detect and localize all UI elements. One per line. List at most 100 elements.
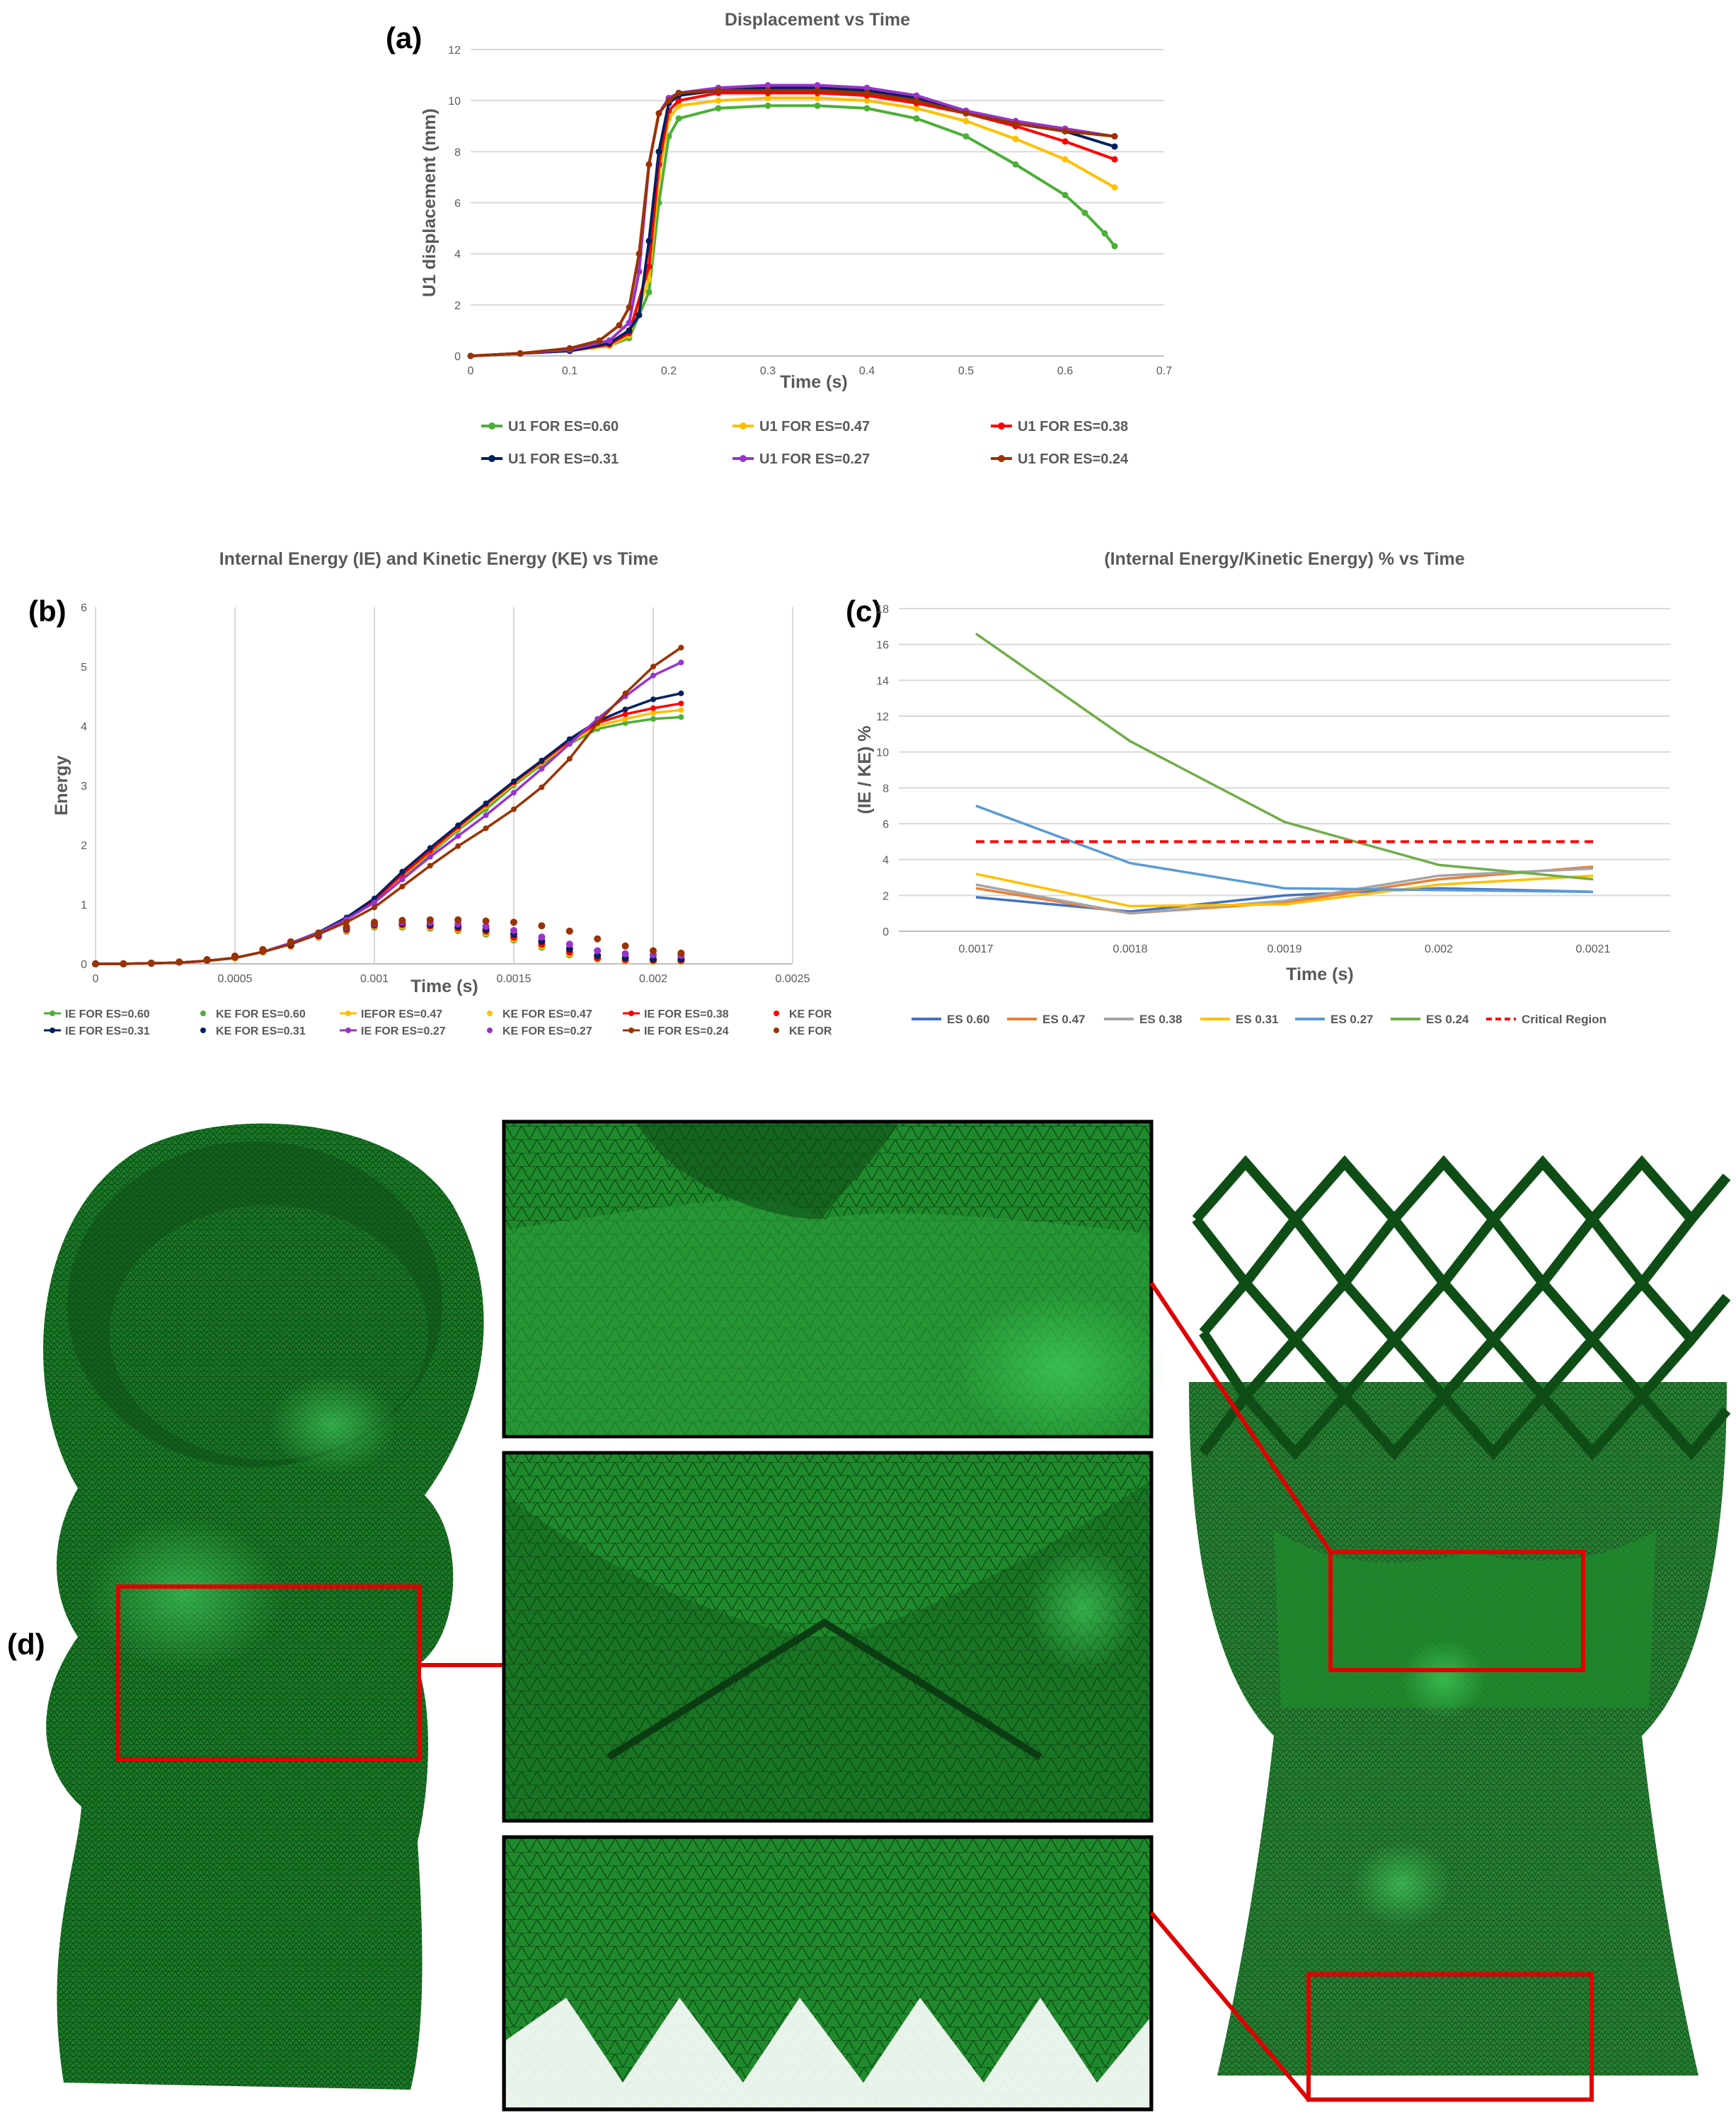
y-axis-label: (IE / KE) % (855, 725, 875, 814)
data-point (539, 757, 545, 764)
data-point (427, 863, 433, 869)
legend-marker (345, 1028, 351, 1033)
data-point (645, 238, 653, 245)
data-point (814, 95, 821, 102)
legend-label: ES 0.27 (1330, 1013, 1374, 1026)
x-tick-label: 0.0005 (218, 973, 253, 985)
legend-label: ES 0.24 (1426, 1013, 1469, 1026)
data-point (636, 311, 643, 318)
legend-marker (488, 422, 495, 430)
data-point (764, 102, 771, 109)
x-axis-label: Time (s) (780, 372, 847, 392)
legend-label: U1 FOR ES=0.24 (1018, 451, 1129, 467)
data-point (715, 87, 722, 94)
x-tick-label: 0 (468, 365, 474, 377)
legend-marker (628, 1028, 634, 1033)
legend-marker (774, 1011, 779, 1016)
legend-marker (628, 1011, 634, 1016)
series-line (96, 715, 682, 965)
y-tick-label: 2 (883, 890, 889, 902)
data-point (398, 916, 406, 924)
data-point (650, 710, 656, 716)
data-point (399, 883, 406, 890)
data-point (1111, 243, 1118, 250)
data-point (675, 89, 682, 96)
data-point (1101, 230, 1108, 237)
legend-marker (345, 1011, 351, 1016)
data-point (655, 148, 662, 155)
data-point (764, 95, 771, 102)
panel-label-a: (a) (386, 21, 422, 54)
x-tick-label: 0.7 (1156, 365, 1172, 377)
data-point (510, 919, 517, 926)
y-tick-label: 2 (81, 840, 87, 852)
data-point (399, 868, 406, 875)
data-point (622, 720, 628, 726)
data-point (565, 927, 573, 935)
x-tick-label: 0 (93, 973, 99, 985)
legend-label: U1 FOR ES=0.31 (508, 451, 619, 467)
x-tick-label: 0.6 (1057, 365, 1073, 377)
series-line (470, 88, 1115, 357)
x-tick-label: 0.002 (1425, 943, 1453, 955)
data-point (372, 899, 377, 906)
x-tick-label: 0.0025 (776, 973, 810, 985)
data-point (962, 133, 970, 140)
data-point (427, 853, 433, 860)
series-line (470, 104, 1116, 357)
legend-label: KE FOR ES=0.24 (789, 1025, 835, 1037)
y-tick-label: 14 (876, 675, 889, 687)
legend-label: KE FOR ES=0.38 (789, 1008, 835, 1020)
data-point (427, 845, 433, 851)
data-point (483, 800, 489, 807)
data-point (677, 949, 685, 957)
data-point (1062, 156, 1069, 163)
y-tick-label: 4 (81, 721, 87, 733)
series-line (975, 633, 1594, 881)
data-point (483, 825, 489, 831)
data-point (92, 960, 99, 967)
data-point (650, 947, 657, 955)
data-point (539, 766, 545, 772)
data-point (538, 922, 546, 930)
data-point (454, 916, 462, 923)
chart-title: Internal Energy (IE) and Kinetic Energy … (219, 549, 659, 569)
data-point (645, 263, 653, 270)
data-point (678, 701, 684, 707)
y-tick-label: 10 (876, 747, 889, 759)
data-point (913, 105, 920, 112)
x-axis-label: Time (s) (410, 977, 478, 996)
legend-label: U1 FOR ES=0.27 (759, 451, 870, 467)
y-tick-label: 10 (448, 96, 461, 108)
series-line (975, 805, 1594, 894)
y-tick-label: 0 (81, 959, 87, 971)
data-point (678, 660, 684, 666)
data-point (650, 664, 656, 669)
data-point (650, 715, 656, 722)
legend-marker (200, 1028, 206, 1033)
data-point (650, 696, 656, 703)
data-point (678, 714, 684, 720)
data-point (1012, 161, 1019, 168)
data-point (315, 929, 323, 937)
data-point (863, 97, 870, 104)
data-point (511, 778, 517, 785)
data-point (566, 741, 573, 747)
legend-marker (740, 455, 747, 462)
data-point (645, 161, 653, 168)
data-point (1111, 133, 1118, 140)
energy-chart: Internal Energy (IE) and Kinetic Energy … (44, 549, 835, 1037)
legend-label: Critical Region (1522, 1013, 1606, 1026)
x-tick-label: 0.0018 (1113, 943, 1148, 955)
legend-label: U1 FOR ES=0.38 (1018, 419, 1128, 434)
data-point (203, 956, 211, 964)
legend-label: ES 0.47 (1042, 1013, 1086, 1026)
y-axis-label: U1 displacement (mm) (420, 108, 439, 297)
data-point (120, 960, 127, 967)
y-tick-label: 0 (454, 351, 461, 363)
x-tick-label: 0.0021 (1576, 943, 1611, 955)
y-tick-label: 4 (883, 855, 889, 867)
y-tick-label: 18 (876, 604, 889, 616)
data-point (913, 97, 920, 104)
legend-label: IE FOR ES=0.24 (644, 1025, 729, 1037)
